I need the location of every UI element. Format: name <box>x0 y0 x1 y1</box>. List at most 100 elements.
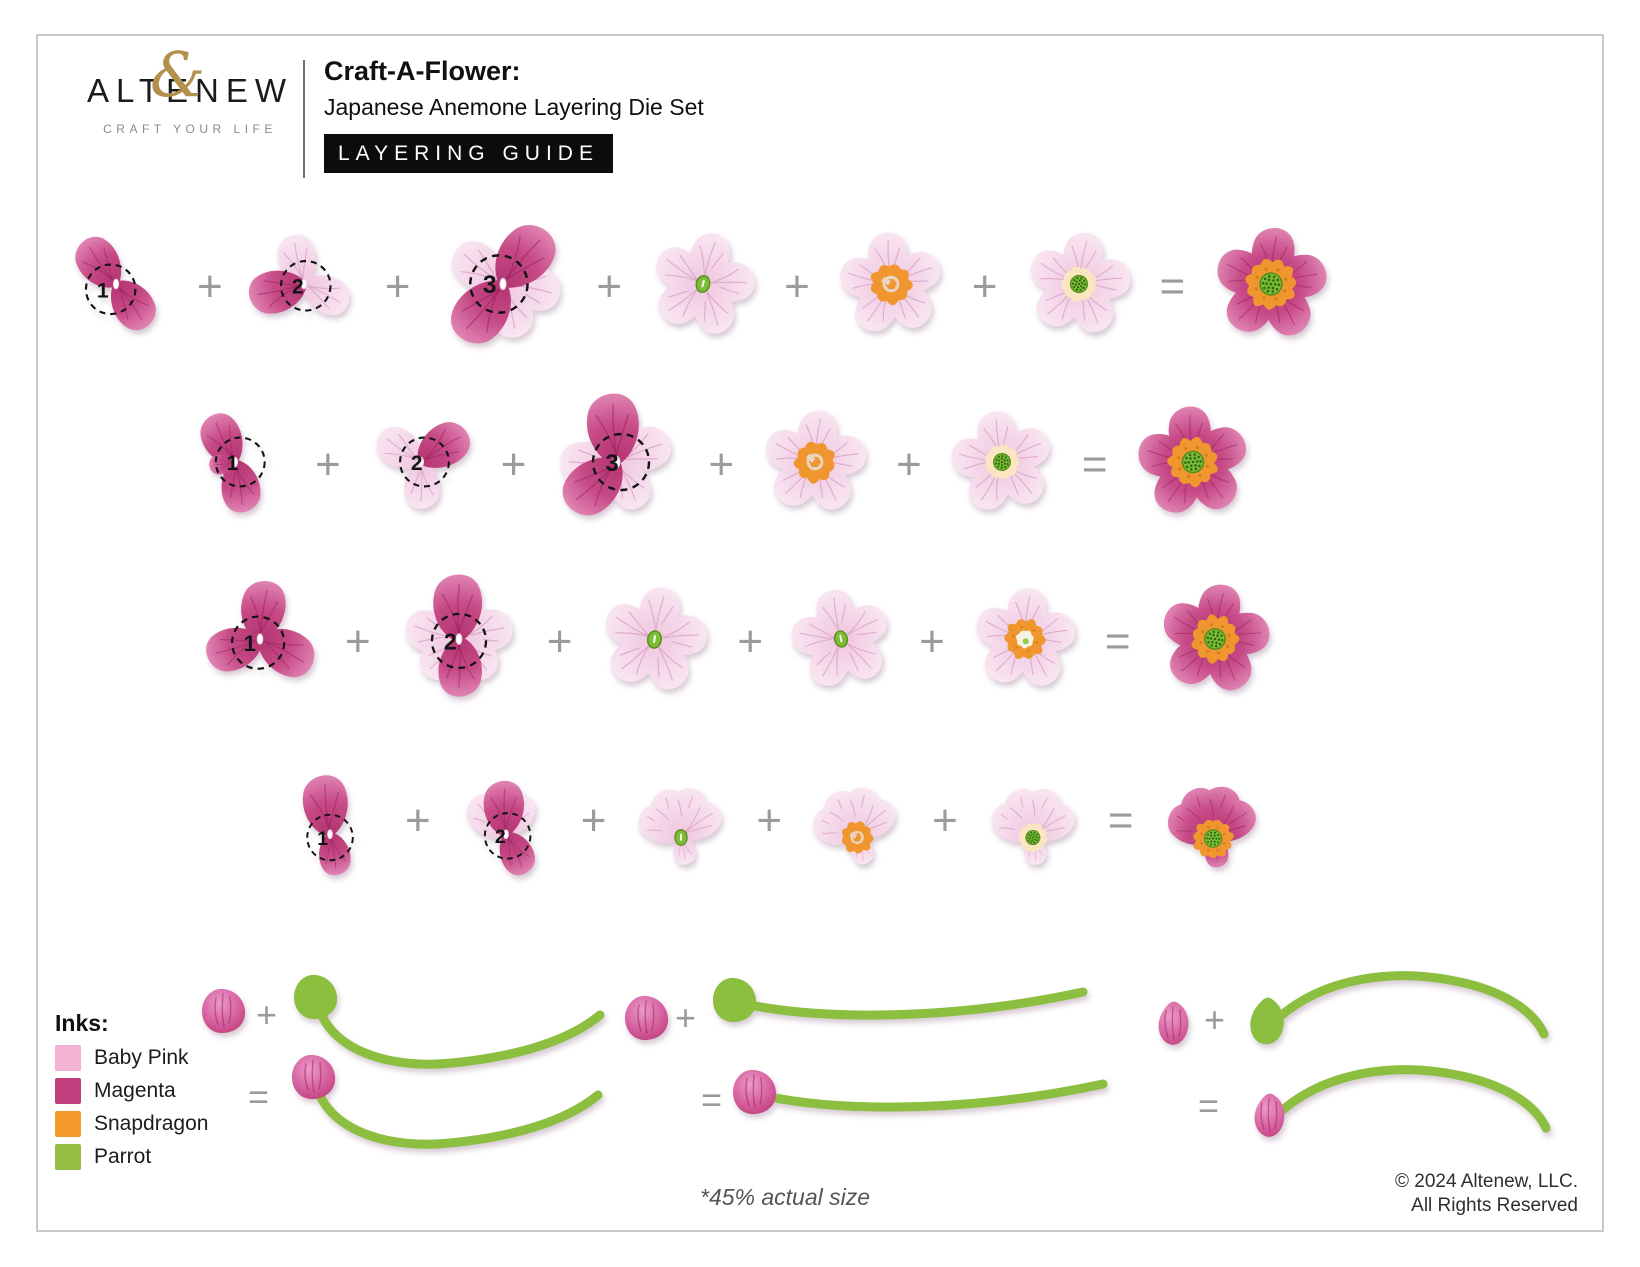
legend-item: Parrot <box>55 1144 208 1170</box>
bud-stem-group-3: + = <box>1118 938 1588 1168</box>
plus-operator: + <box>546 616 573 666</box>
flower-result <box>1190 203 1352 370</box>
stem-die <box>711 970 1091 1050</box>
product-line-title: Craft-A-Flower: <box>324 56 521 86</box>
flower-step <box>963 748 1103 893</box>
equals-operator: = <box>248 1076 270 1117</box>
stem-die <box>290 967 610 1084</box>
legend-label: Parrot <box>94 1145 152 1168</box>
inks-legend: Inks: Baby Pink Magenta Snapdragon Parro… <box>55 1010 208 1177</box>
equals-operator: = <box>1104 616 1131 666</box>
plus-operator: + <box>971 261 998 311</box>
logo-tagline: CRAFT YOUR LIFE <box>103 122 277 136</box>
svg-text:2: 2 <box>444 629 457 655</box>
magenta-swatch <box>55 1078 81 1104</box>
flower-step <box>611 748 751 893</box>
flower-step-3: 3 <box>531 376 703 553</box>
flower-step-3: 3 <box>415 196 591 377</box>
flower-step-1: 1 <box>40 208 192 365</box>
equals-operator: = <box>1198 1085 1220 1126</box>
plus-operator: + <box>384 261 411 311</box>
baby-pink-swatch <box>55 1045 81 1071</box>
flower-step-1: 1 <box>180 559 340 724</box>
plus-operator: + <box>737 616 764 666</box>
flower-step-1: 1 <box>260 748 400 893</box>
flower-result <box>1139 744 1287 897</box>
legend-label: Snapdragon <box>94 1112 209 1135</box>
flower-step <box>950 564 1100 719</box>
parrot-swatch <box>55 1144 81 1170</box>
svg-text:1: 1 <box>227 452 239 475</box>
row-1: 1 + 2 + 3 + + + = <box>40 196 1352 377</box>
bud-stem-group-1: + = <box>170 945 640 1175</box>
svg-text:1: 1 <box>317 828 328 850</box>
flower-step <box>815 208 967 365</box>
copyright-line1: © 2024 Altenew, LLC. <box>1394 1171 1578 1192</box>
plus-operator: + <box>405 795 431 845</box>
plus-operator: + <box>580 795 607 845</box>
inks-heading: Inks: <box>55 1010 109 1036</box>
svg-text:3: 3 <box>483 272 497 299</box>
plus-operator: + <box>596 261 623 311</box>
flower-step <box>577 562 732 722</box>
bud-stem-group-2: + = <box>595 950 1108 1180</box>
plus-operator: + <box>315 439 341 489</box>
row-4: 1 + 2 + + + = <box>260 744 1287 897</box>
assembled-bud-stem <box>1240 1050 1555 1160</box>
flower-bud <box>619 990 675 1051</box>
equals-operator: = <box>701 1079 723 1120</box>
assembled-bud-stem <box>288 1047 608 1164</box>
flower-step <box>739 386 891 543</box>
svg-text:2: 2 <box>495 826 506 848</box>
flower-step-1: 1 <box>160 387 310 542</box>
flower-bud <box>1146 996 1202 1057</box>
product-name: Japanese Anemone Layering Die Set <box>324 94 704 120</box>
altenew-wordmark: ALTE & NEW <box>86 38 294 111</box>
flower-step-2: 2 <box>436 748 576 893</box>
flower-step-2: 2 <box>228 208 380 365</box>
svg-text:2: 2 <box>411 452 423 475</box>
legend-item: Baby Pink <box>55 1045 208 1071</box>
legend-item: Snapdragon <box>55 1111 208 1137</box>
header-divider <box>303 60 305 178</box>
flower-step <box>927 387 1077 542</box>
plus-operator: + <box>919 616 945 666</box>
plus-operator: + <box>896 439 922 489</box>
title-block: Craft-A-Flower: Japanese Anemone Layerin… <box>324 56 704 173</box>
plus-operator: + <box>708 439 735 489</box>
flower-step <box>787 748 927 893</box>
stem-die <box>1238 956 1553 1066</box>
equals-operator: = <box>1107 795 1134 845</box>
plus-operator: + <box>1204 999 1226 1040</box>
plus-operator: + <box>197 261 223 311</box>
plus-operator: + <box>756 795 783 845</box>
plus-operator: + <box>256 994 278 1035</box>
flower-step <box>768 566 914 717</box>
row-2: 1 + 2 + 3 + + = <box>160 376 1273 553</box>
plus-operator: + <box>675 997 697 1038</box>
flower-step-2: 2 <box>346 387 496 542</box>
svg-text:3: 3 <box>606 450 619 477</box>
snapdragon-swatch <box>55 1111 81 1137</box>
altenew-logo: ALTE & NEW CRAFT YOUR LIFE <box>72 38 308 136</box>
equals-operator: = <box>1159 261 1186 311</box>
flower-step <box>627 208 779 365</box>
plus-operator: + <box>500 439 527 489</box>
copyright: © 2024 Altenew, LLC. All Rights Reserved <box>1395 1170 1578 1219</box>
legend-label: Baby Pink <box>94 1046 189 1069</box>
flower-result <box>1136 560 1294 723</box>
flower-step-2: 2 <box>376 556 542 727</box>
plus-operator: + <box>345 616 371 666</box>
plus-operator: + <box>932 795 958 845</box>
svg-text:2: 2 <box>292 276 304 299</box>
layering-guide-badge: LAYERING GUIDE <box>324 134 613 173</box>
svg-text:1: 1 <box>244 631 256 656</box>
flower-result <box>1113 382 1273 547</box>
flower-bud <box>196 983 252 1044</box>
plus-operator: + <box>784 261 810 311</box>
row-3: 1 + 2 + + + = <box>180 556 1294 727</box>
scale-note: *45% actual size <box>700 1184 871 1210</box>
flower-step <box>1003 208 1155 365</box>
legend-item: Magenta <box>55 1078 208 1104</box>
copyright-line2: All Rights Reserved <box>1411 1195 1578 1217</box>
